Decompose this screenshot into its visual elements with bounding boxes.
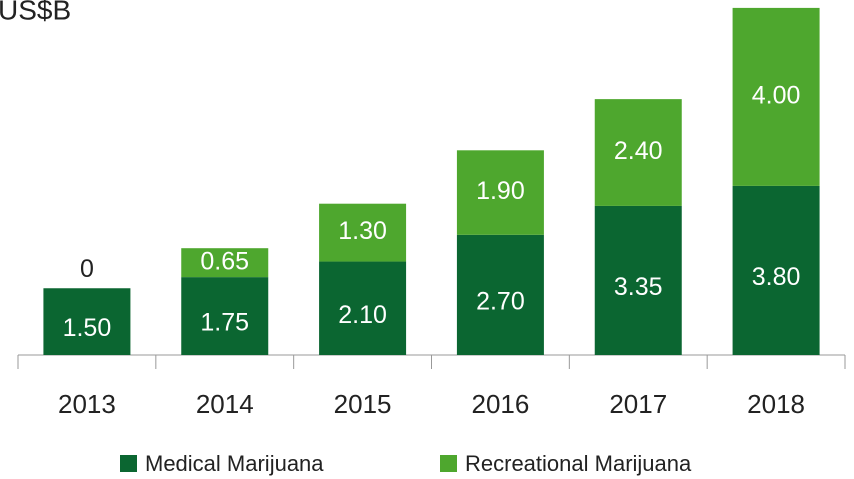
bar-segment bbox=[181, 277, 269, 355]
legend-label: Recreational Marijuana bbox=[465, 451, 692, 476]
data-label: 0 bbox=[80, 255, 94, 283]
data-label: 2.40 bbox=[614, 137, 663, 165]
data-label: 3.80 bbox=[752, 263, 801, 291]
legend-label: Medical Marijuana bbox=[145, 451, 324, 476]
data-label: 1.75 bbox=[200, 309, 249, 337]
data-label: 2.10 bbox=[338, 301, 387, 329]
bar-segment bbox=[456, 150, 544, 235]
x-tick-label: 2013 bbox=[58, 389, 116, 419]
data-label: 1.90 bbox=[476, 177, 525, 205]
bar-segment bbox=[319, 203, 407, 262]
bar-segment bbox=[43, 288, 131, 355]
x-tick-label: 2015 bbox=[334, 389, 392, 419]
x-tick-label: 2018 bbox=[747, 389, 805, 419]
bar-segment bbox=[594, 99, 682, 206]
x-tick-label: 2017 bbox=[609, 389, 667, 419]
legend-swatch bbox=[120, 455, 137, 472]
data-label: 3.35 bbox=[614, 273, 663, 301]
x-tick-label: 2014 bbox=[196, 389, 254, 419]
data-label: 1.50 bbox=[63, 314, 112, 342]
y-axis-label: US$B bbox=[0, 0, 71, 25]
bar-segment bbox=[594, 205, 682, 355]
data-label: 4.00 bbox=[752, 82, 801, 110]
x-tick-label: 2016 bbox=[471, 389, 529, 419]
bar-segment bbox=[732, 7, 820, 186]
data-label: 0.65 bbox=[200, 247, 249, 275]
bar-segment bbox=[181, 248, 269, 278]
legend-swatch bbox=[440, 455, 457, 472]
bar-segment bbox=[732, 185, 820, 355]
bar-segment bbox=[319, 261, 407, 355]
data-label: 2.70 bbox=[476, 288, 525, 316]
bar-segment bbox=[456, 234, 544, 355]
data-label: 1.30 bbox=[338, 217, 387, 245]
